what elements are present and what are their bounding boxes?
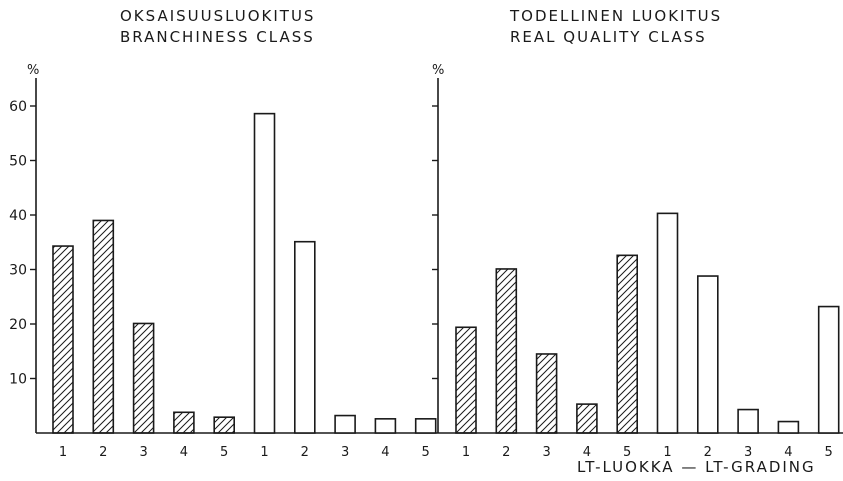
left-y-tick-label: 10 — [9, 372, 27, 388]
branchiness-hatched-bar-5 — [213, 416, 235, 434]
x-category-label: 3 — [341, 445, 349, 460]
right-panel-title-line2: REAL QUALITY CLASS — [510, 28, 707, 46]
x-category-label: 1 — [59, 445, 67, 460]
x-category-label: 1 — [663, 445, 671, 460]
left-y-tick-label: 30 — [9, 263, 27, 279]
real-quality-hatched-bar-5 — [616, 254, 639, 434]
left-panel-title-line1: OKSAISUUSLUOKITUS — [120, 7, 315, 25]
real-quality-open-bar-5 — [817, 305, 840, 434]
x-category-label: 4 — [381, 445, 389, 460]
right-y-unit: % — [432, 63, 444, 78]
real-quality-open-bar-3 — [737, 408, 759, 434]
x-category-label: 2 — [99, 445, 107, 460]
branchiness-hatched-bar-2 — [92, 219, 115, 434]
left-y-tick-label: 20 — [9, 317, 27, 333]
x-category-label: 4 — [784, 445, 792, 460]
branchiness-open-bar-4 — [374, 418, 397, 434]
real-quality-hatched-bar-3 — [535, 353, 558, 434]
right-panel-title-line1: TODELLINEN LUOKITUS — [509, 7, 722, 25]
x-category-label: 5 — [825, 445, 833, 460]
x-category-label: 4 — [180, 445, 188, 460]
branchiness-open-bar-2 — [293, 240, 316, 434]
x-category-label: 2 — [704, 445, 712, 460]
x-category-label: 3 — [139, 445, 147, 460]
branchiness-open-bar-5 — [414, 418, 437, 434]
x-category-label: 5 — [220, 445, 228, 460]
real-quality-hatched-bar-1 — [455, 326, 477, 434]
left-y-tick-label: 40 — [9, 208, 27, 224]
branchiness-hatched-bar-4 — [173, 411, 195, 434]
real-quality-open-bar-2 — [696, 275, 719, 434]
x-category-label: 3 — [744, 445, 752, 460]
left-y-tick-label: 60 — [9, 99, 27, 115]
real-quality-hatched-bar-4 — [576, 403, 598, 434]
x-category-label: 4 — [583, 445, 591, 460]
x-category-label: 3 — [542, 445, 550, 460]
real-quality-open-bar-1 — [656, 212, 679, 434]
x-axis-label: LT-LUOKKA — LT-GRADING — [577, 458, 816, 476]
real-quality-open-bar-4 — [777, 420, 800, 434]
left-y-tick-label: 50 — [9, 154, 27, 170]
x-category-label: 2 — [502, 445, 510, 460]
x-category-label: 1 — [260, 445, 268, 460]
real-quality-hatched-bar-2 — [495, 268, 518, 434]
left-y-unit: % — [27, 63, 39, 78]
branchiness-open-bar-1 — [253, 112, 276, 434]
left-panel-title-line2: BRANCHINESS CLASS — [120, 28, 315, 46]
x-category-label: 5 — [623, 445, 631, 460]
branchiness-open-bar-3 — [334, 414, 356, 434]
branchiness-hatched-bar-1 — [52, 245, 74, 434]
branchiness-hatched-bar-3 — [132, 322, 155, 434]
x-category-label: 1 — [462, 445, 470, 460]
x-category-label: 5 — [422, 445, 430, 460]
x-category-label: 2 — [301, 445, 309, 460]
